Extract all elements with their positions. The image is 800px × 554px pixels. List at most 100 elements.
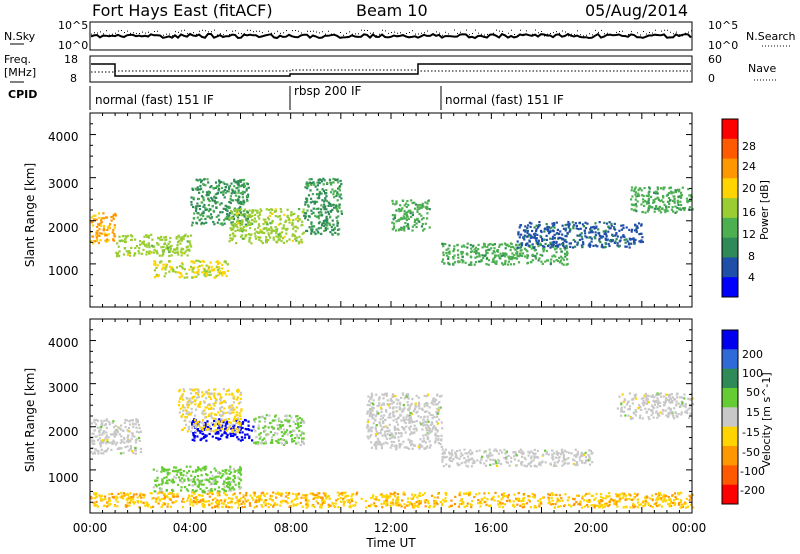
velocity-region: [90, 491, 695, 509]
colorbar-swatch: [722, 198, 738, 219]
power-region: [90, 212, 118, 245]
power-cb-tick-28: 28: [742, 140, 756, 153]
noise-sky-label: N.Sky: [4, 30, 36, 43]
freq-left-tick-bottom: 8: [70, 72, 77, 85]
velocity-cb-tick-m100: -100: [740, 465, 765, 478]
velocity-ytick-3000: 3000: [48, 381, 79, 395]
noise-sky-trace: [90, 32, 692, 40]
cpid-segment-2: rbsp 200 IF: [294, 84, 361, 98]
freq-left-tick-top: 18: [64, 53, 78, 66]
freq-panel-frame: [89, 55, 693, 83]
noise-right-tick-top: 10^5: [708, 19, 738, 32]
noise-search-trace: [91, 29, 692, 37]
power-cb-tick-24: 24: [742, 160, 756, 173]
freq-label: Freq.: [4, 53, 31, 66]
power-region: [115, 233, 193, 258]
freq-unit-label: [MHz]: [4, 66, 36, 79]
power-cb-tick-20: 20: [742, 182, 756, 195]
date-label: 05/Aug/2014: [585, 1, 688, 20]
noise-left-tick-bottom: 10^0: [58, 39, 88, 52]
power-ytick-4000: 4000: [48, 130, 79, 144]
velocity-region: [152, 465, 243, 494]
freq-trace: [91, 63, 691, 77]
colorbar-swatch: [722, 119, 738, 140]
power-colorbar-frame: [721, 118, 739, 298]
velocity-colorbar-label: Velocity [m s^-1]: [760, 372, 773, 467]
power-ytick-3000: 3000: [48, 177, 79, 191]
cpid-label: CPID: [8, 88, 37, 101]
power-cb-tick-16: 16: [742, 206, 756, 219]
power-region: [153, 259, 230, 279]
velocity-cb-tick-100: 100: [742, 367, 763, 380]
velocity-colorbar-frame: [721, 329, 739, 505]
colorbar-swatch: [722, 349, 738, 370]
velocity-colorbar-swatches: [722, 330, 738, 505]
noise-panel-frame: [89, 21, 693, 51]
power-colorbar-swatches: [722, 119, 738, 298]
velocity-ytick-1000: 1000: [48, 471, 79, 485]
beam-label: Beam 10: [356, 1, 428, 20]
power-y-axis-label: Slant Range [km]: [23, 163, 37, 267]
noise-panel: N.Sky 10^5 10^0 10^5 10^0 N.Search: [4, 19, 796, 52]
noise-right-tick-bottom: 10^0: [708, 39, 738, 52]
colorbar-swatch: [722, 257, 738, 278]
power-colorbar-label: Power [dB]: [758, 180, 771, 240]
velocity-ytick-4000: 4000: [48, 336, 79, 350]
velocity-y-axis-label: Slant Range [km]: [23, 368, 37, 472]
power-region: [441, 242, 569, 266]
power-cb-tick-4: 4: [748, 271, 755, 284]
colorbar-swatch: [722, 465, 738, 486]
power-data-layer: [90, 177, 694, 279]
power-region: [228, 208, 306, 245]
colorbar-swatch: [722, 237, 738, 258]
colorbar-swatch: [722, 407, 738, 428]
xtick-0: 00:00: [73, 521, 108, 535]
velocity-cb-tick-m200: -200: [740, 484, 765, 497]
colorbar-swatch: [722, 330, 738, 350]
power-ytick-1000: 1000: [48, 264, 79, 278]
power-colorbar: 28 24 20 16 12 8 4 Power [dB]: [721, 118, 771, 298]
xtick-6: 00:00: [672, 521, 707, 535]
velocity-cb-tick-50: 50: [746, 386, 760, 399]
velocity-panel: 4000 3000 2000 1000 Slant Range [km]: [23, 318, 695, 514]
velocity-panel-frame: [89, 318, 693, 514]
nave-label: Nave: [748, 62, 776, 75]
xtick-2: 08:00: [274, 521, 309, 535]
velocity-tick-marks: [89, 318, 693, 514]
power-region: [516, 220, 644, 249]
site-title: Fort Hays East (fitACF): [92, 1, 273, 20]
xtick-1: 04:00: [173, 521, 208, 535]
cpid-segment-3: normal (fast) 151 IF: [445, 93, 564, 107]
velocity-region: [90, 418, 143, 455]
velocity-cb-tick-15: 15: [746, 406, 760, 419]
power-region: [303, 177, 343, 236]
freq-panel: Freq. [MHz] 18 8 60 0 Nave: [4, 53, 776, 85]
velocity-cb-tick-m15: -15: [742, 426, 760, 439]
power-region: [190, 177, 250, 227]
velocity-region: [177, 388, 243, 434]
nave-trace: [91, 69, 691, 73]
power-cb-tick-12: 12: [742, 228, 756, 241]
power-ytick-2000: 2000: [48, 221, 79, 235]
velocity-region: [366, 392, 444, 451]
freq-right-tick-bottom: 0: [708, 72, 715, 85]
colorbar-swatch: [722, 158, 738, 179]
xtick-3: 12:00: [374, 521, 409, 535]
colorbar-swatch: [722, 368, 738, 389]
velocity-cb-tick-m50: -50: [742, 446, 760, 459]
velocity-data-layer: [90, 388, 695, 509]
power-region: [391, 199, 431, 232]
x-axis-label: Time UT: [365, 536, 416, 550]
xtick-4: 16:00: [474, 521, 509, 535]
power-tick-marks: [89, 112, 693, 308]
colorbar-swatch: [722, 484, 738, 505]
velocity-cb-tick-200: 200: [742, 348, 763, 361]
colorbar-swatch: [722, 446, 738, 466]
colorbar-swatch: [722, 178, 738, 199]
velocity-region: [616, 392, 695, 421]
colorbar-swatch: [722, 388, 738, 408]
velocity-region: [253, 414, 306, 447]
freq-right-tick-top: 60: [708, 53, 722, 66]
velocity-region: [441, 448, 594, 468]
